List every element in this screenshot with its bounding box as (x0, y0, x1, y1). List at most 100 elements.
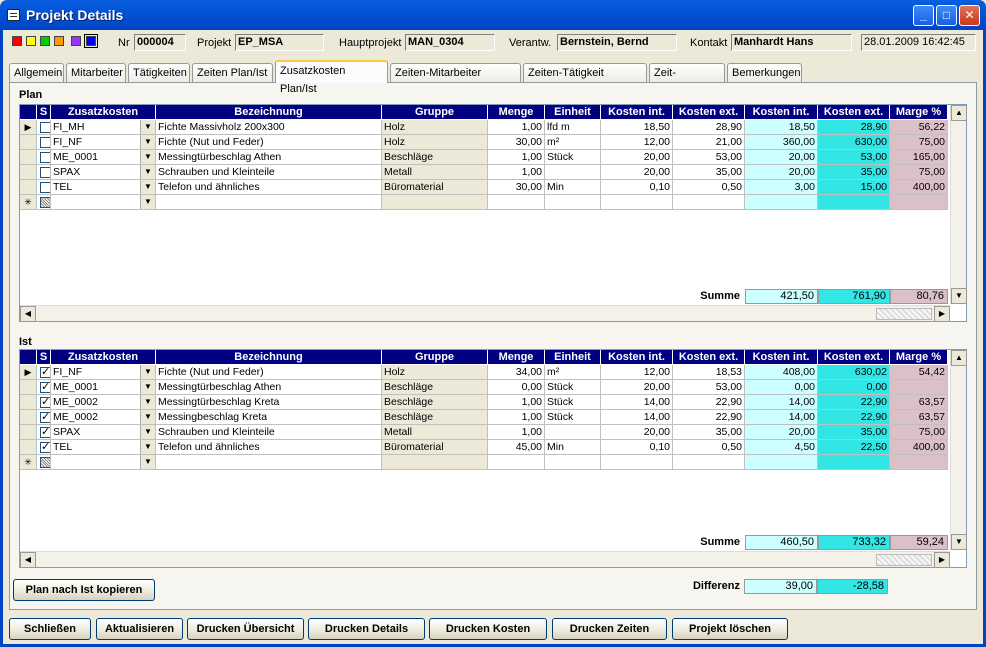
plan-cell-s[interactable] (37, 150, 51, 165)
kontakt-field[interactable]: Manhardt Hans (731, 34, 852, 51)
ist-cell-zusatzkosten[interactable]: ME_0001 ▼ (51, 380, 156, 395)
ist-cell-bezeichnung[interactable]: Schrauben und Kleinteile (156, 425, 382, 440)
plan-cell-s[interactable] (37, 180, 51, 195)
ist-cell-bezeichnung[interactable]: Fichte (Nut und Feder) (156, 365, 382, 380)
projekt-field[interactable]: EP_MSA (235, 34, 324, 51)
plan-row-selector[interactable] (20, 150, 37, 165)
ist-cell-s[interactable] (37, 380, 51, 395)
hauptprojekt-field[interactable]: MAN_0304 (405, 34, 495, 51)
ist-scroll-thumb[interactable] (876, 554, 932, 566)
plan-cell-einheit[interactable]: Min (545, 180, 601, 195)
plan-cell-s[interactable] (37, 195, 51, 210)
ist-scroll-up-icon[interactable]: ▲ (951, 350, 967, 366)
plan-cell-menge[interactable]: 1,00 (488, 120, 545, 135)
button-projekt-l-schen[interactable]: Projekt löschen (672, 618, 788, 640)
ist-cell-einheit[interactable]: Min (545, 440, 601, 455)
plan-select-checkbox[interactable] (40, 137, 50, 148)
ist-header-kosten-int[interactable]: Kosten int. (601, 350, 673, 364)
ist-select-checkbox[interactable] (40, 440, 50, 454)
ist-cell-menge[interactable]: 45,00 (488, 440, 545, 455)
ist-cell-einheit[interactable]: Stück (545, 380, 601, 395)
tab-zeiten-plan-ist[interactable]: Zeiten Plan/Ist (192, 63, 273, 82)
tab-zusatzkosten-plan-ist[interactable]: Zusatzkosten Plan/Ist (275, 60, 388, 95)
ist-select-checkbox[interactable] (40, 410, 50, 424)
ist-cell-gruppe[interactable]: Holz (382, 365, 488, 380)
ist-select-checkbox[interactable] (40, 425, 50, 439)
ist-cell-zusatzkosten[interactable]: TEL ▼ (51, 440, 156, 455)
plan-cell-menge[interactable]: 30,00 (488, 135, 545, 150)
plan-header-marge[interactable]: Marge % (890, 105, 948, 119)
ist-table-row[interactable]: ✳ ▼ (20, 455, 948, 470)
ist-header-kosten-int-total[interactable]: Kosten int. (745, 350, 818, 364)
plan-header-kosten-int[interactable]: Kosten int. (601, 105, 673, 119)
plan-cell-s[interactable] (37, 120, 51, 135)
plan-cell-einheit[interactable]: lfd m (545, 120, 601, 135)
ist-cell-zusatzkosten[interactable]: ME_0002 ▼ (51, 395, 156, 410)
ist-table-row[interactable]: TEL ▼Telefon und ähnliches Büromaterial 45,… (20, 440, 948, 455)
ist-dropdown-icon[interactable]: ▼ (140, 455, 155, 469)
ist-header-s[interactable]: S (37, 350, 51, 364)
ist-cell-s[interactable] (37, 440, 51, 455)
plan-cell-bezeichnung[interactable]: Telefon und ähnliches (156, 180, 382, 195)
plan-table-row[interactable]: ▶ FI_MH ▼ Fichte Massivholz 200x300 Holz 1,00… (20, 120, 948, 135)
ist-header-menge[interactable]: Menge (488, 350, 545, 364)
ist-header-zusatzkosten[interactable]: Zusatzkosten (51, 350, 156, 364)
plan-cell-menge[interactable]: 30,00 (488, 180, 545, 195)
ist-cell-zusatzkosten[interactable]: SPAX ▼ (51, 425, 156, 440)
ist-cell-bezeichnung[interactable] (156, 455, 382, 470)
plan-cell-zusatzkosten[interactable]: ▼ (51, 195, 156, 210)
tab-zeit-verweise[interactable]: Zeit-Verweise (649, 63, 725, 97)
ist-row-selector[interactable] (20, 410, 37, 425)
ist-scroll-right-icon[interactable]: ▶ (934, 552, 950, 568)
plan-row-selector[interactable] (20, 180, 37, 195)
plan-cell-einheit[interactable] (545, 195, 601, 210)
plan-cell-s[interactable] (37, 165, 51, 180)
plan-cell-bezeichnung[interactable]: Fichte (Nut und Feder) (156, 135, 382, 150)
ist-table-row[interactable]: ▶ FI_NF ▼Fichte (Nut und Feder) Holz 34,00 m²… (20, 365, 948, 380)
ist-table-row[interactable]: ME_0002 ▼Messingbeschlag Kreta Beschläge 1,… (20, 410, 948, 425)
ist-cell-einheit[interactable]: Stück (545, 395, 601, 410)
ist-header-marge[interactable]: Marge % (890, 350, 948, 364)
button-drucken-kosten[interactable]: Drucken Kosten (429, 618, 547, 640)
ist-cell-menge[interactable]: 1,00 (488, 425, 545, 440)
ist-row-selector[interactable] (20, 440, 37, 455)
plan-cell-bezeichnung[interactable] (156, 195, 382, 210)
plan-table-row[interactable]: FI_NF ▼ Fichte (Nut und Feder) Holz 30,00 m² 1… (20, 135, 948, 150)
plan-row-selector[interactable]: ✳ (20, 195, 37, 210)
plan-table-row[interactable]: TEL ▼ Telefon und ähnliches Büromaterial 30,… (20, 180, 948, 195)
plan-cell-gruppe[interactable]: Holz (382, 135, 488, 150)
ist-cell-gruppe[interactable]: Beschläge (382, 410, 488, 425)
plan-horizontal-scrollbar[interactable]: ◀ ▶ (20, 305, 950, 322)
tab-t-tigkeiten[interactable]: Tätigkeiten (128, 63, 190, 82)
ist-table-row[interactable]: ME_0001 ▼Messingtürbeschlag Athen Beschläg… (20, 380, 948, 395)
plan-scroll-thumb[interactable] (876, 308, 932, 320)
tab-zeiten-t-tigkeit-plan-ist[interactable]: Zeiten-Tätigkeit Plan/Ist (523, 63, 647, 97)
ist-dropdown-icon[interactable]: ▼ (140, 440, 155, 454)
ist-header-kosten-ext[interactable]: Kosten ext. (673, 350, 745, 364)
plan-scroll-down-icon[interactable]: ▼ (951, 288, 967, 304)
ist-cell-bezeichnung[interactable]: Messingbeschlag Kreta (156, 410, 382, 425)
ist-cell-bezeichnung[interactable]: Messingtürbeschlag Athen (156, 380, 382, 395)
plan-header-bezeichnung[interactable]: Bezeichnung (156, 105, 382, 119)
plan-cell-bezeichnung[interactable]: Schrauben und Kleinteile (156, 165, 382, 180)
plan-cell-gruppe[interactable]: Büromaterial (382, 180, 488, 195)
plan-header-kosten-int-total[interactable]: Kosten int. (745, 105, 818, 119)
plan-cell-einheit[interactable]: m² (545, 135, 601, 150)
ist-select-checkbox[interactable] (40, 395, 50, 409)
plan-select-checkbox[interactable] (40, 167, 50, 178)
plan-header-kosten-ext-total[interactable]: Kosten ext. (818, 105, 890, 119)
ist-cell-zusatzkosten[interactable]: FI_NF ▼ (51, 365, 156, 380)
plan-vertical-scrollbar[interactable]: ▲ ▼ (950, 105, 967, 304)
ist-cell-s[interactable] (37, 410, 51, 425)
plan-scroll-up-icon[interactable]: ▲ (951, 105, 967, 121)
plan-dropdown-icon[interactable]: ▼ (140, 180, 155, 194)
ist-cell-menge[interactable]: 0,00 (488, 380, 545, 395)
plan-header-zusatzkosten[interactable]: Zusatzkosten (51, 105, 156, 119)
ist-dropdown-icon[interactable]: ▼ (140, 395, 155, 409)
color-swatch-1[interactable] (12, 36, 22, 46)
ist-cell-bezeichnung[interactable]: Telefon und ähnliches (156, 440, 382, 455)
ist-cell-s[interactable] (37, 455, 51, 470)
ist-row-selector[interactable]: ▶ (20, 365, 37, 380)
ist-cell-einheit[interactable]: Stück (545, 410, 601, 425)
button-schlie-en[interactable]: Schließen (9, 618, 91, 640)
